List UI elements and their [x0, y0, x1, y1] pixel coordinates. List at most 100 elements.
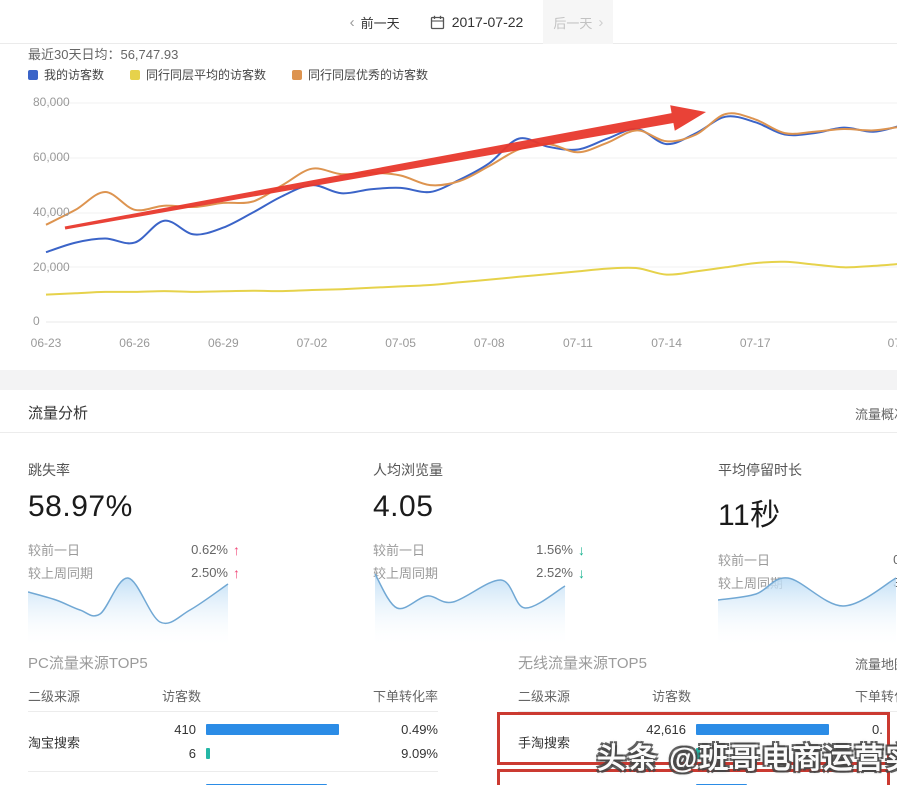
comparison-row: 较前一日 1.56% ↓	[373, 538, 585, 561]
visitors-count: 373	[28, 782, 196, 785]
metric-value: 58.97%	[28, 490, 133, 523]
section-divider	[0, 370, 897, 390]
conversion-rate: 9.09%	[401, 745, 438, 761]
visitors-count: 42,616	[646, 721, 686, 737]
comparison-row: 较前一日 0.62% ↑	[28, 538, 240, 561]
comparison-value: 2.50%	[191, 565, 228, 580]
table-subrow: 1.	[518, 741, 897, 765]
column-header: 二级来源	[518, 689, 571, 704]
legend-item-0[interactable]: 我的访客数	[28, 66, 104, 83]
metric-card-bounce-rate: 跳失率 58.97% 较前一日 0.62% ↑ 较上周同期 2.50% ↑	[28, 460, 240, 584]
table-row[interactable]: 373 0.27%	[28, 772, 438, 785]
comparison-row: 较前一日 0.55%	[718, 548, 897, 571]
visitors-trend-chart	[0, 90, 897, 335]
chevron-right-icon: ›	[598, 13, 604, 31]
sparkline-canvas	[27, 577, 229, 648]
sparkline-canvas	[717, 577, 897, 648]
x-tick-label: 07-08	[473, 336, 505, 350]
sparkline-area	[28, 577, 228, 648]
conversion-rate: 0.	[872, 721, 883, 737]
x-tick-label: 07-11	[562, 336, 593, 350]
up-arrow-icon: ↑	[233, 541, 240, 558]
table-subrow: 16,495 0.	[518, 777, 897, 785]
comparison-label: 较上周同期	[28, 566, 94, 581]
x-tick-label: 06-23	[30, 336, 62, 350]
table-title: 无线流量来源TOP5	[518, 655, 647, 672]
down-arrow-icon: ↓	[578, 564, 585, 581]
next-day-button[interactable]: 后一天 ›	[543, 0, 614, 44]
x-tick-label: 07-17	[739, 336, 771, 350]
line-chart-canvas	[45, 102, 897, 323]
column-header: 下单转化率	[372, 689, 438, 704]
traffic-section-header: 流量分析 流量概况	[0, 390, 897, 433]
visitors-count: 6	[188, 745, 196, 761]
comparison-row: 较上周同期 2.50% ↑	[28, 561, 240, 584]
visitors-bar	[696, 723, 829, 735]
prev-day-button[interactable]: ‹ 前一天	[340, 0, 410, 44]
comparison-label: 较前一日	[718, 553, 771, 568]
conversion-rate: 1.	[872, 745, 883, 761]
comparison-label: 较上周同期	[373, 566, 439, 581]
visitors-count: 410	[174, 721, 196, 737]
y-tick-label: 0	[33, 314, 40, 328]
metric-value: 11秒	[718, 499, 781, 532]
sparkline-canvas	[374, 573, 566, 648]
comparison-row: 较上周同期 2.52% ↓	[373, 561, 585, 584]
y-tick-label: 60,000	[33, 150, 70, 164]
legend-swatch	[28, 69, 38, 80]
legend-label: 同行同层平均的访客数	[146, 68, 267, 82]
sparkline-stay-time	[717, 570, 897, 650]
legend-item-1[interactable]: 同行同层平均的访客数	[130, 66, 266, 83]
column-header: 二级来源	[28, 689, 81, 704]
column-header: 下单转化率	[855, 689, 897, 704]
table-subrow: 410 0.49%	[28, 717, 438, 741]
conversion-rate: 0.49%	[401, 721, 438, 737]
visitors-bar	[206, 783, 327, 785]
comparison-value: 2.52%	[536, 565, 573, 580]
legend-item-2[interactable]: 同行同层优秀的访客数	[292, 66, 428, 83]
x-tick-label: 07-02	[296, 336, 328, 350]
visitors-bar	[206, 723, 339, 735]
source-name: 手淘搜索	[518, 735, 571, 750]
metric-card-pageviews-per-visitor: 人均浏览量 4.05 较前一日 1.56% ↓ 较上周同期 2.52% ↓	[373, 460, 585, 584]
sparkline-bounce-rate	[27, 570, 240, 650]
table-row[interactable]: 16,495 0.	[518, 772, 897, 785]
date-picker[interactable]: 2017-07-22	[430, 14, 524, 30]
traffic-map-link[interactable]: 流量地图	[855, 657, 897, 672]
sparkline-line	[374, 573, 566, 610]
sparkline-area	[375, 574, 565, 648]
legend-swatch	[292, 69, 303, 80]
chevron-left-icon: ‹	[349, 13, 355, 31]
source-name: 淘宝搜索	[28, 735, 81, 750]
y-tick-label: 40,000	[33, 205, 70, 219]
table-subrow: 6 9.09%	[28, 741, 438, 765]
watermark-text: 头条 @班哥电商运营实训	[597, 743, 897, 775]
table-header-row: 二级来源 访客数 下单转化率	[518, 682, 897, 712]
y-tick-label: 20,000	[33, 260, 70, 274]
comparison-value: 0.62%	[191, 542, 228, 557]
table-row[interactable]: 淘宝搜索 410 0.49% 6 9.09%	[28, 712, 438, 772]
visitors-count: 16,495	[518, 782, 686, 785]
legend-label: 同行同层优秀的访客数	[308, 68, 429, 82]
visitors-bar	[206, 747, 210, 759]
prev-day-label: 前一天	[360, 15, 400, 31]
gridlines	[46, 102, 897, 323]
current-date: 2017-07-22	[451, 14, 524, 30]
column-header: 访客数	[162, 689, 202, 704]
pc-traffic-top5-table: PC流量来源TOP5 二级来源 访客数 下单转化率 淘宝搜索 410 0.49% 6 9.09%…	[28, 652, 438, 785]
down-arrow-icon: ↓	[578, 541, 585, 558]
up-arrow-icon: ↑	[233, 564, 240, 581]
traffic-overview-link[interactable]: 流量概况	[855, 407, 897, 422]
table-subrow: 373 0.27%	[28, 777, 438, 785]
metric-label: 人均浏览量	[373, 462, 443, 478]
metric-label: 平均停留时长	[718, 462, 802, 478]
comparison-label: 较前一日	[28, 543, 81, 558]
legend-swatch	[130, 69, 141, 80]
visitors-bar	[696, 747, 700, 759]
table-header-row: 二级来源 访客数 下单转化率	[28, 682, 438, 712]
annotation-redbox-1	[497, 712, 890, 765]
calendar-icon	[430, 15, 444, 29]
column-header: 访客数	[652, 689, 692, 704]
